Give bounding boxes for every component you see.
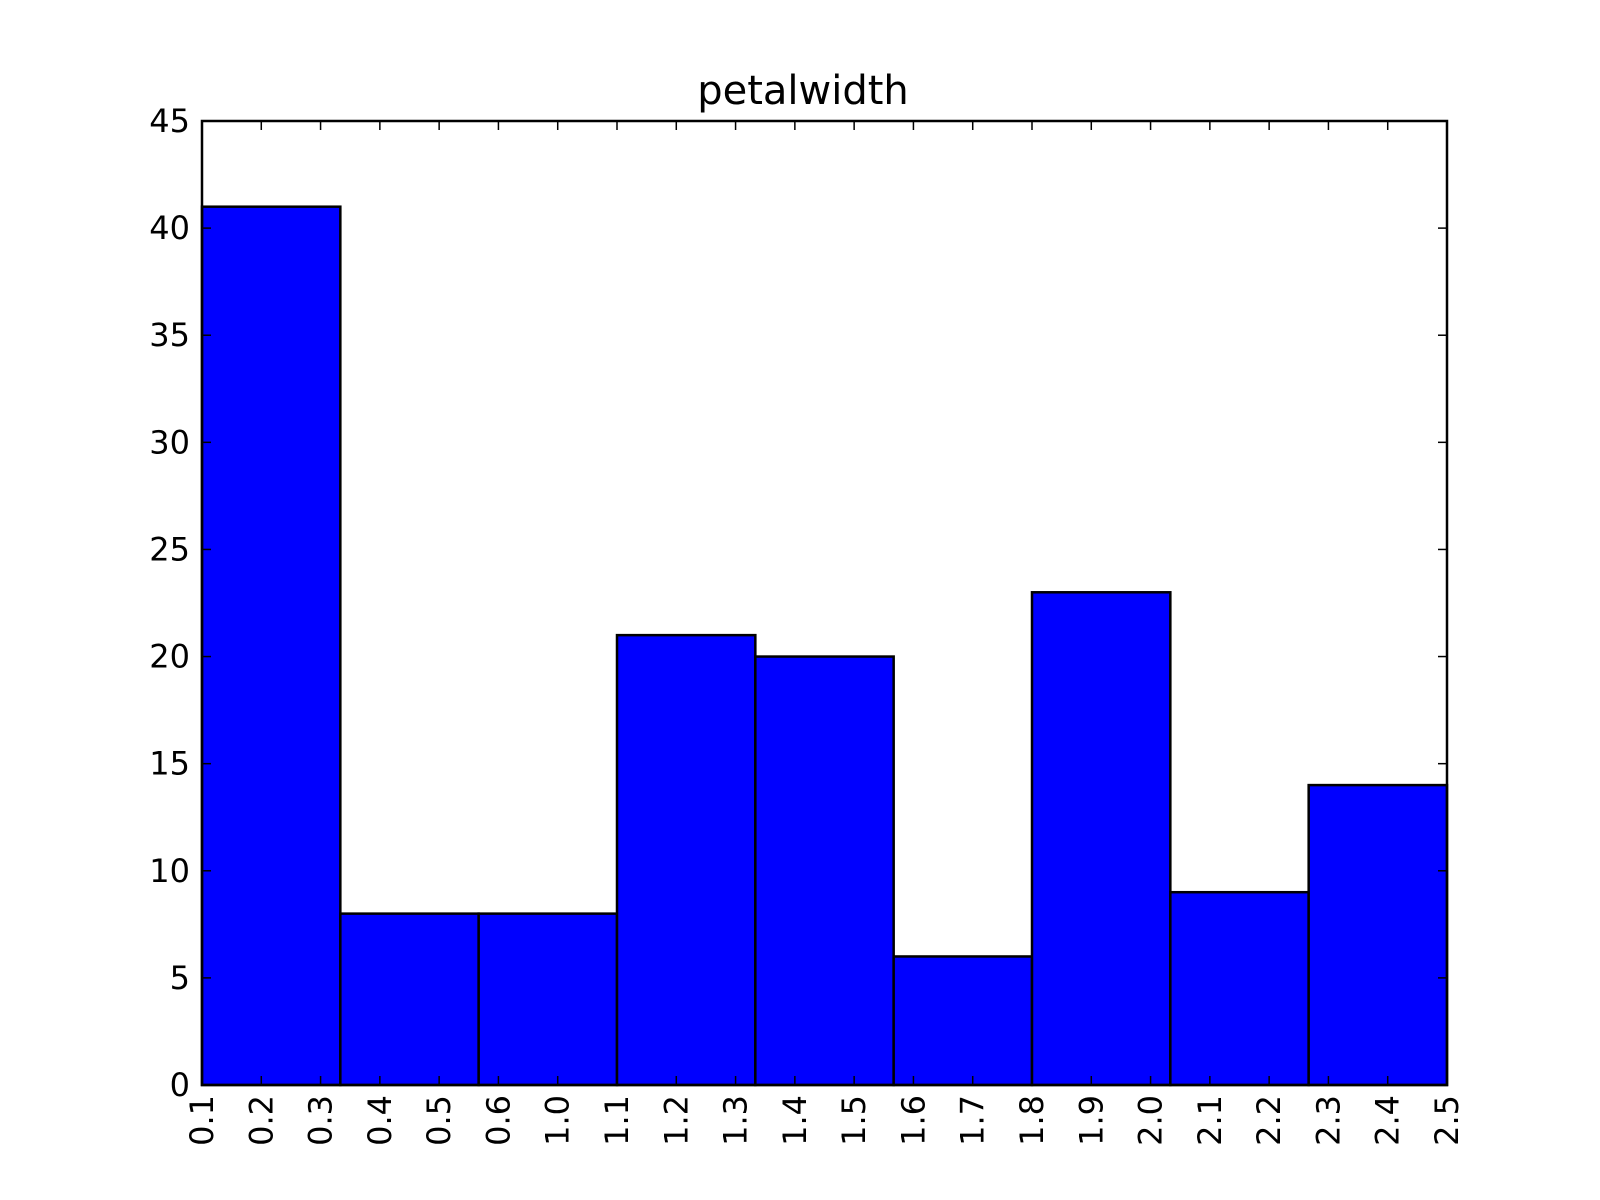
x-tick-label: 1.7	[954, 1095, 992, 1146]
x-tick-label: 0.6	[479, 1095, 517, 1146]
histogram-bar	[339, 912, 480, 1087]
histogram-bar	[200, 205, 342, 1087]
y-tick-label: 35	[149, 316, 190, 354]
y-tick-label: 40	[149, 209, 190, 247]
x-tick-label: 2.5	[1428, 1095, 1466, 1146]
plot-frame	[200, 119, 1449, 1087]
y-tick-label: 15	[149, 745, 190, 783]
y-tick-label: 25	[149, 530, 190, 568]
x-tick-label: 1.6	[894, 1095, 932, 1146]
bars-group	[200, 205, 1449, 1087]
y-tick-label: 20	[149, 638, 190, 676]
x-tick-label: 1.8	[1013, 1095, 1051, 1146]
y-tick-label: 0	[170, 1066, 190, 1104]
x-tick-label: 0.2	[242, 1095, 280, 1146]
x-tick-label: 1.3	[717, 1095, 755, 1146]
x-tick-label: 1.5	[835, 1095, 873, 1146]
histogram-bar	[615, 633, 757, 1087]
x-tick-label: 2.1	[1191, 1095, 1229, 1146]
x-tick-label: 1.2	[657, 1095, 695, 1146]
x-tick-label: 0.5	[420, 1095, 458, 1146]
x-tick-label: 1.0	[539, 1095, 577, 1146]
x-tick-label: 2.3	[1309, 1095, 1347, 1146]
y-tick-label: 5	[170, 959, 190, 997]
y-tick-label: 45	[149, 102, 190, 140]
chart-title: petalwidth	[697, 68, 909, 114]
histogram-bar	[1169, 890, 1310, 1087]
histogram-bar	[892, 955, 1034, 1087]
x-tick-label: 2.2	[1250, 1095, 1288, 1146]
x-tick-label: 0.3	[302, 1095, 340, 1146]
y-tick-label: 10	[149, 852, 190, 890]
x-tick-label: 1.4	[776, 1095, 814, 1146]
x-tick-label: 2.4	[1369, 1095, 1407, 1146]
y-tick-label: 30	[149, 423, 190, 461]
ticks-group	[201, 120, 1448, 1086]
x-tick-label: 1.1	[598, 1095, 636, 1146]
x-tick-label: 2.0	[1132, 1095, 1170, 1146]
x-tick-label: 0.1	[183, 1095, 221, 1146]
x-tick-label: 1.9	[1072, 1095, 1110, 1146]
y-tick-labels: 0 5 10 15 20 25 30 35 40 45	[149, 102, 190, 1104]
x-tick-label: 0.4	[361, 1095, 399, 1146]
histogram-bar	[477, 912, 619, 1087]
x-tick-labels: 0.1 0.2 0.3 0.4 0.5 0.6 1.0 1.1 1.2 1.3 1.4 1.5 1.6 1…	[183, 1095, 1466, 1146]
histogram-bar	[1307, 783, 1449, 1087]
histogram-bar	[1030, 591, 1172, 1087]
histogram-bar	[754, 655, 895, 1087]
